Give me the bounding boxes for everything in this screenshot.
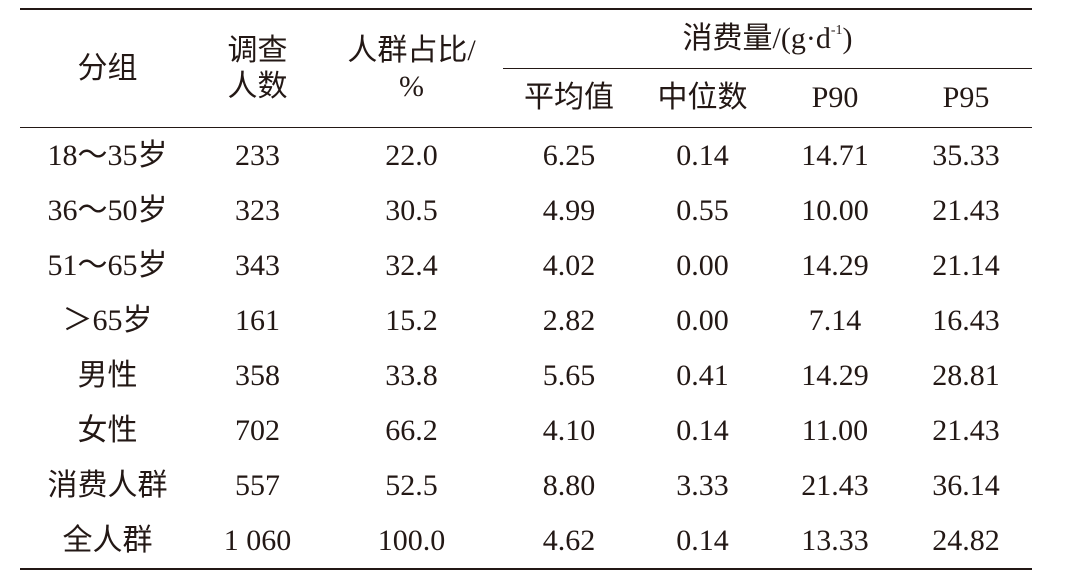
table-cell: 21.43 bbox=[932, 413, 1000, 447]
table-cell: 15.2 bbox=[385, 303, 438, 337]
table-cell: 24.82 bbox=[932, 523, 1000, 557]
header-text: 调查 bbox=[227, 33, 288, 67]
header-cell: 调查 人数 bbox=[195, 9, 320, 128]
table-cell: 8.80 bbox=[542, 468, 596, 502]
table-cell: 0.41 bbox=[676, 358, 729, 392]
table-cell: 14.29 bbox=[801, 358, 869, 392]
table-cell: 323 bbox=[235, 193, 280, 227]
table-cell: 161 bbox=[235, 303, 280, 337]
table-cell: 16.43 bbox=[932, 303, 1000, 337]
table-row: 男性 358 33.8 5.65 0.41 14.29 28.81 bbox=[20, 348, 1032, 403]
table-cell: 21.43 bbox=[932, 193, 1000, 227]
table-row: 51～65岁 343 32.4 4.02 0.00 14.29 21.14 bbox=[20, 238, 1032, 293]
table-header: 分组 调查 人数 人群占比/% 消费量/(g·d-1) 平均值 中位数 P90 P95 bbox=[20, 9, 1032, 128]
table-cell: 30.5 bbox=[385, 193, 438, 227]
table-cell: 11.00 bbox=[801, 413, 869, 447]
table-cell: 557 bbox=[235, 468, 280, 502]
table-row: 女性 702 66.2 4.10 0.14 11.00 21.43 bbox=[20, 403, 1032, 458]
table-cell: 10.00 bbox=[801, 193, 869, 227]
header-text: 人数 bbox=[227, 69, 288, 103]
row-label: 18～35岁 bbox=[47, 138, 168, 172]
table-cell: 21.43 bbox=[801, 468, 869, 502]
row-label: ＞65岁 bbox=[62, 303, 153, 337]
table-row: ＞65岁 161 15.2 2.82 0.00 7.14 16.43 bbox=[20, 293, 1032, 348]
header-superscript: -1 bbox=[830, 23, 843, 38]
table-cell: 22.0 bbox=[385, 138, 438, 172]
table-cell: 0.14 bbox=[676, 138, 729, 172]
table-cell: 0.14 bbox=[676, 523, 729, 557]
row-label: 男性 bbox=[77, 358, 138, 392]
header-group-cell: 消费量/(g·d-1) bbox=[503, 9, 1032, 69]
header-row: 平均值 中位数 P90 P95 bbox=[20, 68, 1032, 128]
table-cell: 14.71 bbox=[801, 138, 869, 172]
header-text: ) bbox=[842, 22, 853, 55]
table-row: 消费人群 557 52.5 8.80 3.33 21.43 36.14 bbox=[20, 458, 1032, 513]
table-cell: 0.14 bbox=[676, 413, 729, 447]
row-label: 女性 bbox=[77, 413, 138, 447]
row-label: 36～50岁 bbox=[47, 193, 168, 227]
data-table: 分组 调查 人数 人群占比/% 消费量/(g·d-1) 平均值 中位数 P90 P95 … bbox=[20, 8, 1032, 570]
table-cell: 13.33 bbox=[801, 523, 869, 557]
row-label: 消费人群 bbox=[47, 468, 168, 502]
table-body: 18～35岁 233 22.0 6.25 0.14 14.71 35.33 36～50岁 323… bbox=[20, 128, 1032, 570]
header-cell: P90 bbox=[770, 68, 900, 128]
table-cell: 343 bbox=[235, 248, 280, 282]
table-row: 18～35岁 233 22.0 6.25 0.14 14.71 35.33 bbox=[20, 128, 1032, 184]
table-cell: 0.55 bbox=[676, 193, 729, 227]
table-container: 分组 调查 人数 人群占比/% 消费量/(g·d-1) 平均值 中位数 P90 P95 … bbox=[20, 8, 1032, 570]
header-text: 消费量/(g·d bbox=[682, 22, 831, 55]
table-cell: 1 060 bbox=[223, 523, 292, 557]
table-cell: 33.8 bbox=[385, 358, 438, 392]
table-cell: 7.14 bbox=[808, 303, 862, 337]
header-text: 人群占比/ bbox=[347, 33, 476, 67]
table-cell: 100.0 bbox=[377, 523, 446, 557]
table-cell: 4.99 bbox=[542, 193, 596, 227]
table-cell: 21.14 bbox=[932, 248, 1000, 282]
header-row: 分组 调查 人数 人群占比/% 消费量/(g·d-1) bbox=[20, 9, 1032, 128]
table-cell: 52.5 bbox=[385, 468, 438, 502]
row-label: 全人群 bbox=[62, 523, 153, 557]
table-cell: 358 bbox=[235, 358, 280, 392]
table-row: 36～50岁 323 30.5 4.99 0.55 10.00 21.43 bbox=[20, 183, 1032, 238]
header-text: % bbox=[399, 69, 424, 103]
table-cell: 35.33 bbox=[932, 138, 1000, 172]
table-cell: 0.00 bbox=[676, 303, 729, 337]
table-cell: 6.25 bbox=[542, 138, 596, 172]
row-label: 51～65岁 bbox=[47, 248, 168, 282]
table-cell: 2.82 bbox=[542, 303, 596, 337]
table-cell: 4.02 bbox=[542, 248, 596, 282]
table-cell: 0.00 bbox=[676, 248, 729, 282]
table-cell: 702 bbox=[235, 413, 280, 447]
header-cell: 分组 bbox=[20, 9, 195, 128]
header-cell: 中位数 bbox=[635, 68, 770, 128]
table-cell: 36.14 bbox=[932, 468, 1000, 502]
table-row: 全人群 1 060 100.0 4.62 0.14 13.33 24.82 bbox=[20, 513, 1032, 569]
header-text: 分组 bbox=[77, 51, 138, 85]
table-cell: 4.10 bbox=[542, 413, 596, 447]
header-cell: P95 bbox=[900, 68, 1032, 128]
header-cell: 平均值 bbox=[503, 68, 635, 128]
table-cell: 233 bbox=[235, 138, 280, 172]
table-cell: 5.65 bbox=[542, 358, 596, 392]
table-cell: 32.4 bbox=[385, 248, 438, 282]
table-cell: 14.29 bbox=[801, 248, 869, 282]
table-cell: 28.81 bbox=[932, 358, 1000, 392]
header-cell: 人群占比/% bbox=[320, 9, 503, 128]
table-cell: 66.2 bbox=[385, 413, 438, 447]
table-cell: 3.33 bbox=[676, 468, 729, 502]
table-cell: 4.62 bbox=[542, 523, 596, 557]
